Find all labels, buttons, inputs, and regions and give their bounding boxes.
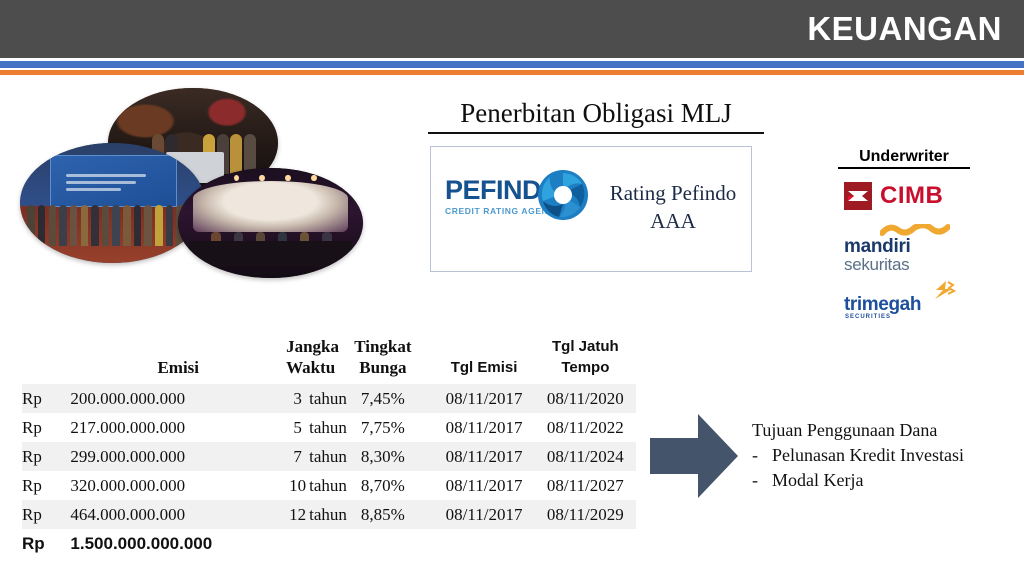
rating-panel: PEFINDO CREDIT RATING AGENCY Rating Pefi… (430, 146, 752, 272)
mandiri-subword: sekuritas (844, 255, 910, 274)
cell-maturity-date: 08/11/2027 (546, 476, 624, 495)
pefindo-tagline: CREDIT RATING AGENCY (445, 206, 562, 216)
col-header-bunga-l2: Bunga (359, 358, 407, 377)
table-row: Rp 217.000.000.000 5 tahun 7,75% 08/11/2… (22, 413, 636, 442)
cimb-mark-icon (844, 182, 872, 210)
cell-years: 10 (289, 476, 307, 495)
cimb-wordmark: CIMB (880, 182, 944, 209)
cell-unit: tahun (309, 389, 347, 408)
underwriter-logo-trimegah: trimegah SECURITIES (840, 281, 968, 324)
cell-total-currency: Rp (22, 534, 45, 553)
col-header-tingkat-bunga: Tingkat Bunga (332, 334, 433, 384)
cell-currency: Rp (22, 389, 42, 408)
cell-issue-date: 08/11/2017 (445, 389, 523, 408)
col-header-jangka-waktu: Jangka Waktu (286, 334, 339, 384)
section-title: Penerbitan Obligasi MLJ (428, 96, 764, 134)
cell-maturity-date: 08/11/2020 (546, 389, 624, 408)
cell-amount: 299.000.000.000 (70, 447, 186, 466)
col-header-jangka-l2: Waktu (286, 358, 336, 377)
table-row: Rp 320.000.000.000 10 tahun 8,70% 08/11/… (22, 471, 636, 500)
cell-maturity-date: 08/11/2024 (546, 447, 624, 466)
cell-years: 5 (293, 418, 302, 437)
header-bar (0, 0, 1024, 58)
right-arrow-icon (650, 412, 738, 500)
mandiri-wave-icon (880, 224, 950, 236)
cell-currency: Rp (22, 418, 42, 437)
col-header-bunga-l1: Tingkat (354, 337, 412, 356)
purpose-item-text: Pelunasan Kredit Investasi (772, 445, 964, 465)
cell-currency: Rp (22, 447, 42, 466)
cell-currency: Rp (22, 476, 42, 495)
cell-unit: tahun (309, 476, 347, 495)
col-header-tgl-emisi: Tgl Emisi (450, 359, 518, 376)
purpose-dash: - (752, 445, 758, 465)
cell-maturity-date: 08/11/2029 (546, 505, 624, 524)
photo-oval-group (20, 143, 205, 263)
mandiri-wordmark: mandiri (844, 236, 911, 257)
cell-rate: 7,45% (360, 389, 405, 408)
cell-maturity-date: 08/11/2022 (546, 418, 624, 437)
photo-oval-panel (178, 168, 363, 278)
trimegah-subword: SECURITIES (845, 314, 892, 320)
col-header-jangka-l1: Jangka (286, 337, 339, 356)
pefindo-swirl-icon (535, 167, 591, 223)
table-row: Rp 200.000.000.000 3 tahun 7,45% 08/11/2… (22, 384, 636, 413)
purpose-block: Tujuan Penggunaan Dana - Pelunasan Kredit… (752, 418, 1022, 493)
cell-rate: 8,70% (360, 476, 405, 495)
col-header-currency (22, 334, 70, 384)
cell-unit: tahun (309, 418, 347, 437)
table-body: Rp 200.000.000.000 3 tahun 7,45% 08/11/2… (22, 384, 636, 558)
cell-rate: 8,85% (360, 505, 405, 524)
purpose-title: Tujuan Penggunaan Dana (752, 420, 938, 440)
underwriter-logo-mandiri: mandiri sekuritas (840, 224, 968, 274)
cell-total-amount: 1.500.000.000.000 (70, 534, 213, 553)
cell-years: 7 (293, 447, 302, 466)
cell-amount: 320.000.000.000 (70, 476, 186, 495)
rating-label-line1: Rating Pefindo (609, 181, 737, 205)
table-total-row: Rp 1.500.000.000.000 (22, 529, 636, 558)
table-row: Rp 299.000.000.000 7 tahun 8,30% 08/11/2… (22, 442, 636, 471)
purpose-item: - Pelunasan Kredit Investasi (752, 443, 1022, 468)
cell-rate: 7,75% (360, 418, 405, 437)
rating-label: Rating Pefindo AAA (603, 179, 743, 235)
cell-amount: 200.000.000.000 (70, 389, 186, 408)
photo-cluster: MLJ (8, 88, 368, 288)
cell-amount: 464.000.000.000 (70, 505, 186, 524)
cell-rate: 8,30% (360, 447, 405, 466)
col-header-tempo-l2: Tempo (561, 359, 610, 376)
table-row: Rp 464.000.000.000 12 tahun 8,85% 08/11/… (22, 500, 636, 529)
col-header-emisi: Emisi (157, 358, 200, 377)
header-stripe-blue (0, 61, 1024, 68)
col-header-tgl-jatuh-tempo: Tgl Jatuh Tempo (535, 334, 636, 384)
cell-years: 12 (289, 505, 307, 524)
table-header-row: Emisi Jangka Waktu Tingkat Bunga Tgl Emi… (22, 334, 636, 384)
cell-amount: 217.000.000.000 (70, 418, 186, 437)
cell-issue-date: 08/11/2017 (445, 476, 523, 495)
rating-label-line2: AAA (650, 209, 696, 233)
trimegah-bolt-icon (935, 281, 956, 299)
cell-unit: tahun (309, 505, 347, 524)
underwriter-logo-cimb: CIMB (840, 180, 968, 212)
cell-issue-date: 08/11/2017 (445, 447, 523, 466)
header-stripe-orange (0, 70, 1024, 75)
trimegah-wordmark: trimegah (844, 294, 922, 315)
cell-issue-date: 08/11/2017 (445, 418, 523, 437)
page-title: KEUANGAN (807, 10, 1002, 47)
purpose-dash: - (752, 470, 758, 490)
cell-issue-date: 08/11/2017 (445, 505, 523, 524)
cell-years: 3 (293, 389, 302, 408)
cell-currency: Rp (22, 505, 42, 524)
purpose-item: - Modal Kerja (752, 468, 1022, 493)
purpose-item-text: Modal Kerja (772, 470, 864, 490)
underwriter-heading: Underwriter (838, 148, 970, 169)
col-header-tempo-l1: Tgl Jatuh (552, 338, 619, 355)
cell-unit: tahun (309, 447, 347, 466)
bond-issuance-table: Emisi Jangka Waktu Tingkat Bunga Tgl Emi… (22, 334, 636, 558)
